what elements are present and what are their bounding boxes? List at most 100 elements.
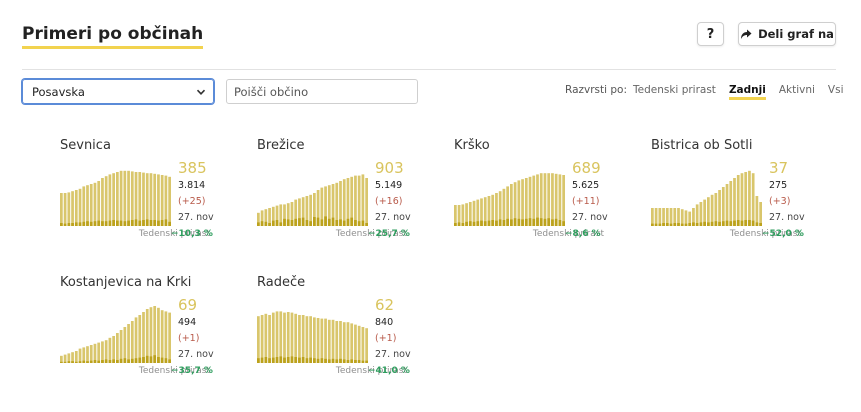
- active-bar: [547, 173, 551, 226]
- daily-bar: [63, 361, 67, 363]
- daily-bar: [506, 218, 509, 226]
- active-bar: [127, 324, 130, 363]
- municipality-card[interactable]: Kostanjevica na Krki 69 494 (+1) 27. nov Tede…: [60, 275, 250, 387]
- daily-bar: [82, 360, 86, 363]
- active-bar: [506, 186, 509, 226]
- active-bar: [298, 315, 301, 363]
- daily-bar: [313, 217, 316, 226]
- daily-bar: [517, 218, 521, 226]
- daily-bar: [736, 220, 740, 226]
- active-bar: [517, 180, 521, 226]
- daily-bar: [305, 220, 309, 226]
- daily-bar: [468, 221, 472, 226]
- daily-bar: [301, 217, 305, 226]
- active-bar: [108, 337, 112, 363]
- total-cases: 5.625: [572, 180, 600, 191]
- municipality-card[interactable]: Brežice 903 5.149 (+16) 27. nov Tedenski prir…: [257, 138, 447, 250]
- daily-bar: [157, 357, 160, 363]
- active-bar: [298, 198, 301, 226]
- daily-bar: [733, 220, 736, 226]
- daily-bar: [93, 221, 97, 226]
- active-bar: [138, 315, 142, 363]
- municipality-card[interactable]: Radeče 62 840 (+1) 27. nov Tedenski prirast −4…: [257, 275, 447, 387]
- active-bar: [123, 327, 127, 363]
- active-bar: [290, 312, 294, 363]
- daily-bar: [339, 219, 342, 226]
- total-cases: 3.814: [178, 180, 206, 191]
- sort-option-all[interactable]: Vsi: [827, 84, 844, 96]
- daily-bar: [654, 223, 658, 226]
- daily-bar: [60, 361, 63, 363]
- daily-bar: [751, 220, 755, 226]
- daily-bar: [104, 359, 108, 363]
- municipality-search-input[interactable]: [226, 79, 418, 104]
- active-bar: [138, 172, 142, 226]
- active-cases: 62: [375, 296, 395, 314]
- daily-bar: [669, 223, 673, 226]
- daily-bar: [160, 220, 164, 226]
- daily-bar: [320, 219, 324, 226]
- daily-bar: [524, 218, 528, 226]
- help-button[interactable]: ?: [697, 22, 724, 46]
- daily-bar: [264, 357, 268, 363]
- active-bar: [275, 311, 279, 363]
- trend-bar-chart: [257, 311, 368, 363]
- active-bar: [528, 176, 532, 226]
- active-bar: [164, 311, 168, 363]
- daily-bar: [127, 220, 130, 226]
- daily-bar: [60, 223, 63, 226]
- active-bar: [673, 208, 677, 226]
- active-bar: [93, 182, 97, 226]
- daily-bar: [665, 223, 669, 226]
- daily-bar: [67, 361, 71, 363]
- weekly-growth-label: Tedenski prirast: [729, 229, 801, 239]
- municipality-card[interactable]: Sevnica 385 3.814 (+25) 27. nov Tedenski prir…: [60, 138, 250, 250]
- active-bar: [357, 175, 361, 226]
- daily-bar: [316, 358, 320, 363]
- trend-bar-chart: [454, 173, 565, 226]
- active-bar: [521, 179, 524, 226]
- active-bar: [461, 204, 465, 226]
- daily-bar: [476, 221, 480, 226]
- daily-bar: [74, 361, 78, 363]
- active-bar: [677, 208, 680, 226]
- region-select[interactable]: Posavska: [22, 79, 214, 104]
- daily-bar: [153, 355, 157, 363]
- share-button[interactable]: Deli graf na: [738, 22, 836, 46]
- active-bar: [93, 343, 97, 363]
- daily-change: (+3): [769, 196, 791, 207]
- active-bar: [551, 173, 554, 226]
- daily-bar: [502, 220, 506, 226]
- active-bar: [60, 355, 63, 363]
- daily-bar: [301, 357, 305, 363]
- active-bar: [554, 173, 558, 226]
- daily-bar: [748, 220, 751, 226]
- active-bar: [305, 196, 309, 226]
- active-bar: [465, 203, 468, 226]
- sort-option-latest[interactable]: Zadnji: [728, 84, 766, 100]
- active-bar: [157, 307, 160, 363]
- daily-bar: [268, 358, 271, 363]
- active-bar: [116, 172, 119, 226]
- sort-option-active[interactable]: Aktivni: [778, 84, 815, 96]
- daily-bar: [695, 223, 699, 226]
- active-bar: [346, 178, 350, 226]
- municipality-card[interactable]: Bistrica ob Sotli 37 275 (+3) 27. nov Tedensk…: [651, 138, 841, 250]
- active-bar: [257, 316, 260, 363]
- sort-option-weekly-growth[interactable]: Tedenski prirast: [633, 84, 716, 96]
- active-bar: [476, 199, 480, 226]
- daily-bar: [335, 220, 339, 226]
- daily-bar: [725, 220, 729, 226]
- daily-bar: [168, 359, 171, 363]
- daily-bar: [294, 357, 298, 363]
- daily-bar: [692, 222, 695, 226]
- municipality-card[interactable]: Krško 689 5.625 (+11) 27. nov Tedenski priras…: [454, 138, 644, 250]
- daily-bar: [454, 223, 457, 226]
- weekly-growth-label: Tedenski prirast: [532, 229, 604, 239]
- active-bar: [142, 312, 145, 363]
- daily-bar: [142, 220, 145, 226]
- daily-bar: [116, 360, 119, 363]
- active-bar: [699, 202, 703, 226]
- active-bar: [335, 182, 339, 226]
- daily-bar: [138, 357, 142, 363]
